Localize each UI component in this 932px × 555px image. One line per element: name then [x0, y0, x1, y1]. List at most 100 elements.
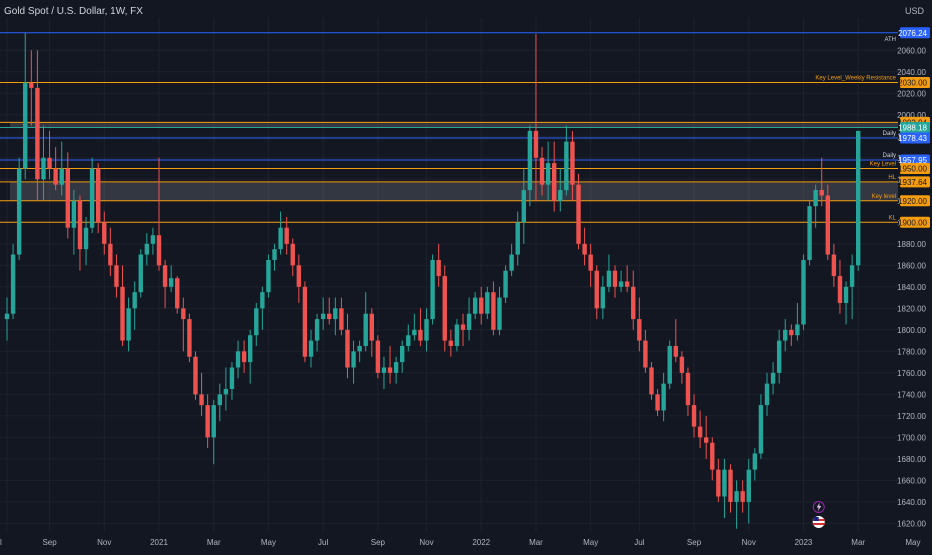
candle [59, 141, 64, 196]
candle-body [41, 157, 46, 180]
candle [691, 394, 697, 438]
candle-body [241, 351, 247, 363]
time-tick-label: Sep [687, 538, 702, 547]
candle-body [460, 324, 466, 330]
candle-body [412, 329, 417, 336]
candle-body [47, 157, 52, 169]
candle [576, 173, 581, 250]
candle [308, 329, 314, 368]
candle-body [533, 130, 539, 158]
candle-body [740, 491, 745, 502]
candle-body [114, 265, 119, 287]
candle [138, 249, 143, 298]
price-axis[interactable]: 1620.00 1640.00 1660.00 1680.00 1700.00 1720.… [897, 0, 932, 550]
price-badge [900, 163, 930, 175]
candle [187, 313, 192, 363]
candle-body [284, 227, 289, 244]
candle [175, 276, 180, 314]
time-tick-label: Sep [371, 538, 386, 547]
level-label: Key level [872, 194, 896, 200]
price-badge-label: 1920.00 [898, 197, 927, 206]
candle [333, 297, 338, 336]
time-axis[interactable]: l Sep Nov 2021 Mar May Jul Sep Nov 2022 Mar May Jul S… [0, 538, 920, 547]
candle-body [825, 195, 830, 255]
candle-body [314, 319, 320, 341]
candle-body [454, 324, 460, 346]
candle-body [83, 227, 89, 250]
time-tick-label: Jul [634, 538, 644, 547]
lightning-glyph [816, 502, 822, 512]
candle-body [211, 405, 216, 438]
price-tick-label: 1860.00 [897, 261, 926, 270]
candle [144, 233, 150, 266]
candle-body [345, 329, 350, 368]
price-axis-bg [898, 0, 932, 550]
candle [278, 211, 283, 255]
candle-body [16, 168, 22, 255]
candle-body [108, 243, 113, 266]
candle [235, 340, 241, 379]
candle-body [144, 243, 150, 255]
candle-body [96, 168, 101, 223]
candle [746, 458, 751, 524]
candle [375, 335, 381, 379]
candle-body [497, 297, 502, 330]
candle-body [162, 265, 168, 287]
candle [740, 480, 745, 513]
candle [272, 243, 277, 271]
candle [533, 34, 539, 201]
event-icons [812, 501, 825, 528]
candle [667, 340, 672, 389]
candle [23, 33, 28, 180]
candle [217, 383, 222, 422]
time-tick-label: Nov [419, 538, 433, 547]
candle [758, 394, 764, 459]
candle [77, 195, 83, 271]
zone-box [10, 122, 898, 128]
level-label: HL [888, 175, 896, 181]
candle-body [369, 313, 374, 341]
candle-body [509, 254, 514, 271]
candle [521, 168, 526, 244]
time-tick-label: May [261, 538, 276, 547]
candle-body [521, 190, 526, 223]
candle-body [588, 254, 593, 271]
candle-body [424, 319, 429, 341]
candles [4, 33, 861, 529]
candle-body [175, 278, 180, 309]
candle-body [752, 453, 758, 470]
candle [643, 329, 648, 373]
candle-body [71, 200, 77, 228]
candle [296, 254, 302, 303]
price-badge-label: 1937.64 [898, 178, 927, 187]
candle-body [29, 82, 34, 88]
price-badge [900, 132, 930, 144]
level-label: KL [889, 215, 897, 221]
candle [320, 297, 326, 330]
candle [400, 340, 405, 373]
candle [229, 362, 235, 400]
candle-body [138, 254, 143, 293]
candle [856, 130, 861, 271]
candle-body [223, 388, 229, 395]
candle-body [600, 286, 606, 309]
symbol-title: Gold Spot / U.S. Dollar, 1W, FX [4, 6, 143, 17]
candle-body [168, 278, 174, 287]
candle-body [59, 168, 64, 185]
candle [734, 480, 739, 529]
candle-body [357, 345, 362, 352]
level-label: Daily [883, 153, 896, 159]
candle-body [728, 469, 733, 502]
price-badge-label: 1950.00 [898, 165, 927, 174]
price-tick-label: 2020.00 [897, 89, 926, 98]
candle [497, 286, 502, 336]
time-tick-label: Mar [207, 538, 221, 547]
candle-body [120, 286, 125, 341]
candle-body [308, 340, 314, 357]
candle-body [448, 340, 454, 346]
candle [448, 329, 454, 357]
candle [527, 125, 533, 207]
candle [205, 394, 210, 449]
